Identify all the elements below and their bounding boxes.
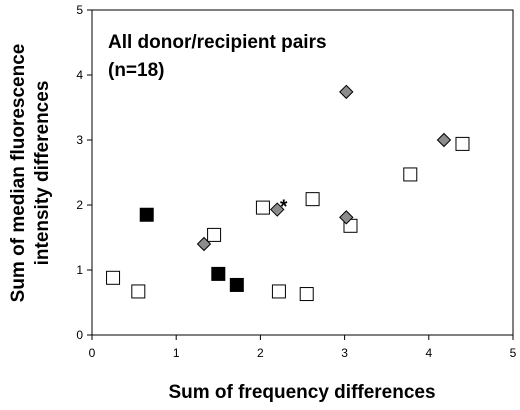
y-ticks: 0 1 2 3 4 5 [76, 3, 92, 342]
x-tick-label: 5 [510, 346, 517, 360]
data-point-filled-square [229, 277, 244, 292]
data-point-filled-square [211, 266, 226, 281]
data-point-open-square [455, 136, 470, 151]
y-axis-label-line1: Sum of median fluorescence [8, 44, 29, 303]
x-tick-label: 0 [89, 346, 96, 360]
plot-area [91, 9, 514, 336]
data-point-filled-square [139, 207, 154, 222]
y-tick-label: 2 [76, 198, 83, 212]
data-point-diamond [339, 210, 354, 225]
y-tick-label: 0 [76, 328, 83, 342]
data-point-open-square [106, 270, 121, 285]
x-tick-label: 1 [173, 346, 180, 360]
data-point-diamond [270, 202, 285, 217]
y-tick-label: 4 [76, 68, 83, 82]
y-axis-label-line2: intensity differences [32, 81, 53, 266]
annotation-count: (n=18) [108, 60, 165, 81]
data-point-diamond [196, 236, 212, 252]
asterisk-annotation: * [280, 197, 288, 218]
annotation-title: All donor/recipient pairs [108, 32, 327, 53]
x-axis-label: Sum of frequency differences [168, 382, 435, 403]
x-tick-label: 4 [425, 346, 432, 360]
data-point-open-square [305, 192, 320, 207]
x-ticks: 0 1 2 3 4 5 [89, 335, 517, 360]
y-tick-label: 1 [76, 263, 83, 277]
data-points [106, 84, 470, 302]
data-point-open-square [299, 287, 314, 302]
data-point-open-square [207, 227, 222, 242]
data-point-open-square [271, 284, 286, 299]
y-tick-label: 3 [76, 133, 83, 147]
data-point-diamond [436, 132, 452, 148]
y-tick-label: 5 [76, 3, 83, 17]
data-point-open-square [255, 200, 270, 215]
x-tick-label: 3 [341, 346, 348, 360]
data-point-open-square [131, 284, 146, 299]
data-point-diamond [339, 84, 354, 100]
data-point-open-square [403, 167, 418, 182]
x-tick-label: 2 [257, 346, 264, 360]
